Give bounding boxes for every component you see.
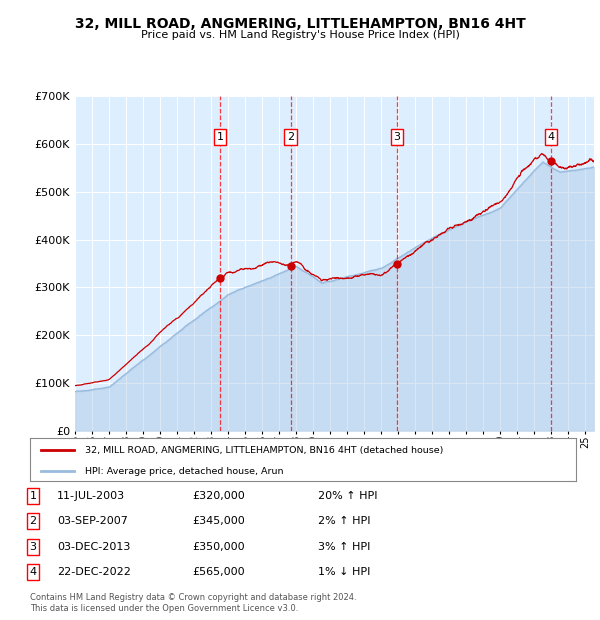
Text: 3% ↑ HPI: 3% ↑ HPI: [318, 542, 370, 552]
Text: 20% ↑ HPI: 20% ↑ HPI: [318, 491, 377, 501]
Text: £565,000: £565,000: [192, 567, 245, 577]
Text: Contains HM Land Registry data © Crown copyright and database right 2024.
This d: Contains HM Land Registry data © Crown c…: [30, 593, 356, 613]
Text: 03-SEP-2007: 03-SEP-2007: [57, 516, 128, 526]
Text: 1: 1: [217, 132, 224, 142]
Text: HPI: Average price, detached house, Arun: HPI: Average price, detached house, Arun: [85, 467, 283, 476]
Text: 3: 3: [394, 132, 400, 142]
Text: £350,000: £350,000: [192, 542, 245, 552]
Text: £320,000: £320,000: [192, 491, 245, 501]
Text: 1: 1: [29, 491, 37, 501]
Text: 32, MILL ROAD, ANGMERING, LITTLEHAMPTON, BN16 4HT: 32, MILL ROAD, ANGMERING, LITTLEHAMPTON,…: [74, 17, 526, 32]
Text: 03-DEC-2013: 03-DEC-2013: [57, 542, 130, 552]
Text: 11-JUL-2003: 11-JUL-2003: [57, 491, 125, 501]
Text: 32, MILL ROAD, ANGMERING, LITTLEHAMPTON, BN16 4HT (detached house): 32, MILL ROAD, ANGMERING, LITTLEHAMPTON,…: [85, 446, 443, 454]
Text: 2: 2: [287, 132, 294, 142]
Text: 3: 3: [29, 542, 37, 552]
Text: 22-DEC-2022: 22-DEC-2022: [57, 567, 131, 577]
Text: 4: 4: [547, 132, 554, 142]
Text: 1% ↓ HPI: 1% ↓ HPI: [318, 567, 370, 577]
Text: £345,000: £345,000: [192, 516, 245, 526]
Text: 2% ↑ HPI: 2% ↑ HPI: [318, 516, 371, 526]
Text: Price paid vs. HM Land Registry's House Price Index (HPI): Price paid vs. HM Land Registry's House …: [140, 30, 460, 40]
Text: 2: 2: [29, 516, 37, 526]
Text: 4: 4: [29, 567, 37, 577]
